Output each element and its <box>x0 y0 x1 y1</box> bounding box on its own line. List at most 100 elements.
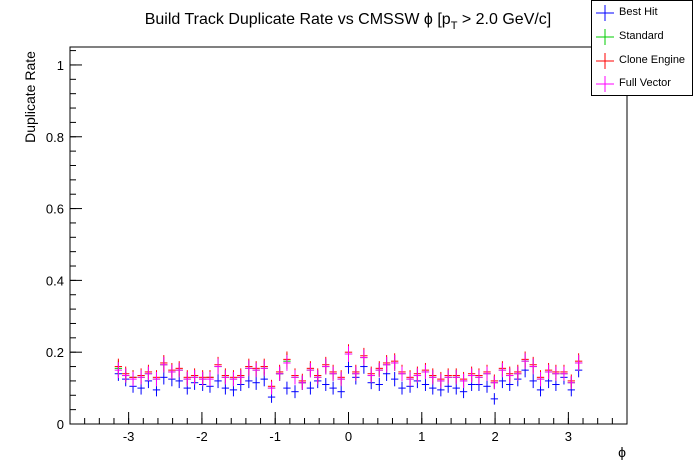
data-point <box>490 376 499 390</box>
chart-title-subscript: T <box>451 20 458 32</box>
data-point <box>306 381 315 395</box>
x-axis-label: ϕ <box>618 444 626 460</box>
legend: Best Hit Standard Clone Engine Full Vect… <box>591 0 693 96</box>
data-point <box>429 370 437 385</box>
legend-marker-clone-engine <box>596 53 614 69</box>
x-tick-label: 3 <box>565 429 572 444</box>
data-point <box>129 371 137 387</box>
data-point <box>375 378 383 391</box>
y-tick-label: 0 <box>57 417 64 432</box>
data-point <box>183 371 191 387</box>
data-point <box>529 358 537 375</box>
data-point <box>122 368 130 383</box>
y-axis-label: Duplicate Rate <box>22 51 38 143</box>
data-point <box>190 370 199 385</box>
data-point <box>544 364 553 380</box>
data-point <box>291 370 299 385</box>
data-point <box>168 364 176 380</box>
data-point <box>144 366 153 381</box>
data-point <box>267 381 276 395</box>
legend-label-standard: Standard <box>619 30 664 42</box>
data-point <box>114 362 123 379</box>
data-point <box>160 356 168 373</box>
data-point <box>306 362 315 378</box>
data-point <box>444 370 452 385</box>
legend-marker-best-hit <box>596 5 614 21</box>
legend-item-best-hit: Best Hit <box>592 2 692 24</box>
data-point <box>352 366 360 381</box>
x-tick-label: 0 <box>345 429 352 444</box>
y-tick-label: 0.8 <box>46 130 64 145</box>
data-point <box>437 373 445 389</box>
x-tick-label: 1 <box>418 429 425 444</box>
data-point <box>567 376 575 390</box>
data-point <box>283 381 291 395</box>
data-point <box>344 346 353 362</box>
data-point <box>245 360 253 377</box>
chart-title-main: Build Track Duplicate Rate vs CMSSW ϕ [p <box>145 11 451 28</box>
data-point <box>322 378 330 391</box>
series-full-vector <box>114 346 583 395</box>
data-point <box>391 371 399 387</box>
data-point <box>521 353 529 370</box>
series-best-hit <box>114 359 583 405</box>
chart-title: Build Track Duplicate Rate vs CMSSW ϕ [p… <box>145 11 552 32</box>
data-point <box>421 378 430 391</box>
data-point <box>322 358 330 375</box>
data-point <box>367 368 375 383</box>
data-point <box>337 371 345 387</box>
data-point <box>391 355 399 371</box>
legend-item-standard: Standard <box>592 26 692 48</box>
x-tick-label: -2 <box>196 429 208 444</box>
data-point <box>298 375 306 390</box>
data-point <box>483 366 491 381</box>
data-point <box>421 364 430 380</box>
legend-label-best-hit: Best Hit <box>619 6 658 18</box>
data-point <box>252 375 260 390</box>
data-point <box>529 373 537 389</box>
y-tick-label: 0.6 <box>46 202 64 217</box>
data-point <box>283 355 291 371</box>
data-point <box>221 370 230 385</box>
data-point <box>252 362 260 378</box>
data-point <box>459 373 468 389</box>
data-point <box>291 385 299 399</box>
data-point <box>329 366 337 381</box>
data-point <box>337 385 345 399</box>
legend-marker-full-vector <box>596 76 614 92</box>
data-point <box>398 366 406 381</box>
data-point <box>506 368 514 383</box>
data-point <box>552 366 560 381</box>
data-point <box>214 358 222 375</box>
data-point <box>413 368 422 383</box>
data-point <box>375 362 383 378</box>
data-point <box>275 366 284 381</box>
data-point <box>229 371 238 387</box>
legend-label-clone-engine: Clone Engine <box>619 54 686 66</box>
legend-item-full-vector: Full Vector <box>592 73 692 95</box>
data-point <box>536 371 545 387</box>
data-point <box>260 360 268 377</box>
data-point <box>398 381 406 395</box>
data-point <box>475 370 483 385</box>
x-tick-label: -1 <box>269 429 281 444</box>
data-point <box>175 362 183 378</box>
data-point <box>452 370 460 385</box>
data-point <box>314 370 322 385</box>
data-point <box>574 355 583 371</box>
data-point <box>214 373 222 389</box>
x-tick-label: -3 <box>123 429 135 444</box>
data-point <box>490 393 499 405</box>
legend-marker-standard <box>596 29 614 45</box>
legend-item-clone-engine: Clone Engine <box>592 50 692 72</box>
y-tick-label: 0.2 <box>46 345 64 360</box>
data-point <box>514 366 522 381</box>
y-tick-label: 1 <box>57 58 64 73</box>
x-tick-label: 2 <box>491 429 498 444</box>
data-point <box>206 371 214 387</box>
data-point <box>560 366 568 381</box>
data-point <box>137 370 145 385</box>
data-point <box>406 371 414 387</box>
y-tick-label: 0.4 <box>46 273 64 288</box>
